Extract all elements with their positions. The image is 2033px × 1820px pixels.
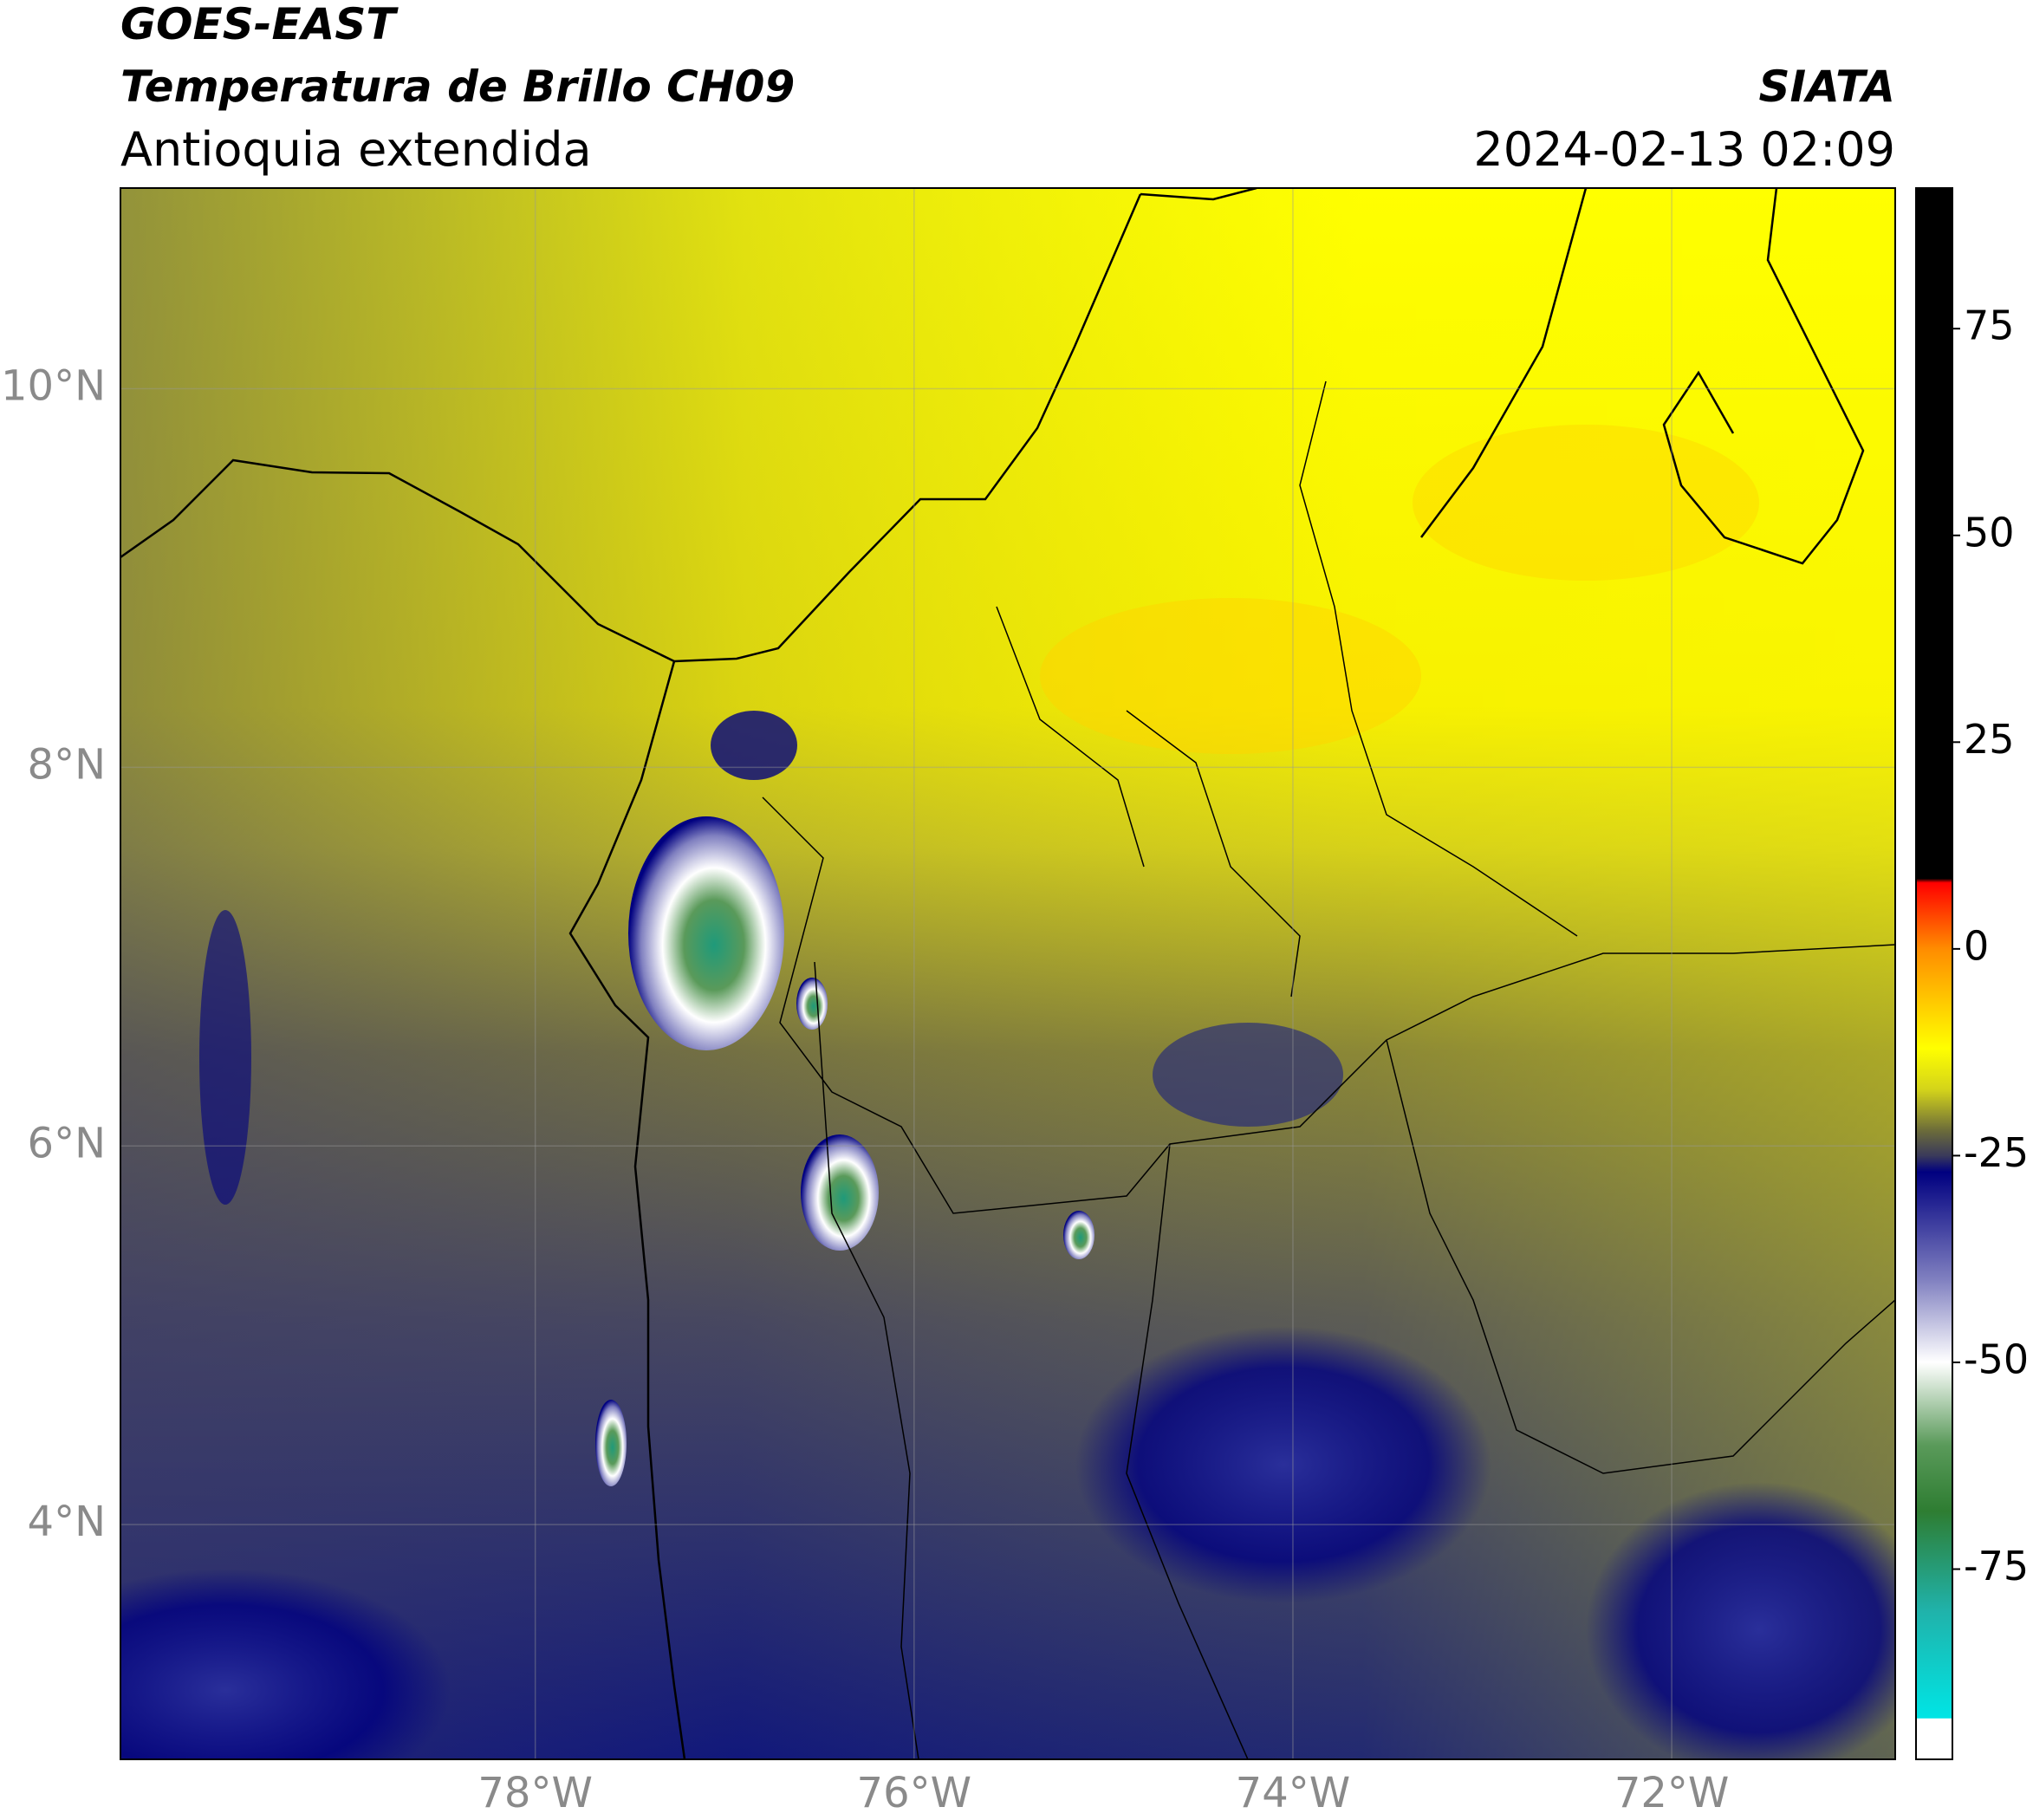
axes: 78°W 76°W 74°W 72°W 4°N 6°N 8°N 10°N [1, 362, 1729, 1817]
colorbar-tick-label: -50 [1964, 1336, 2029, 1382]
colorbar-tick-label: 75 [1964, 302, 2015, 349]
title: GOES-EAST [120, 0, 399, 49]
x-tick-label: 74°W [1236, 1769, 1351, 1817]
convective-storm [801, 1134, 879, 1251]
colorbar-tick-label: 25 [1964, 716, 2015, 763]
subtitle: Temperatura de Brillo CH09 [120, 62, 795, 112]
warm-area [1413, 425, 1759, 581]
convective-storm [628, 816, 784, 1050]
convective-storm [595, 1400, 627, 1486]
coastlines [120, 188, 1865, 1759]
x-tick-label: 76°W [857, 1769, 972, 1817]
cold-cloud-area [1586, 1482, 1895, 1759]
colorbar-tick-label: 50 [1964, 509, 2015, 556]
y-tick-label: 10°N [1, 362, 106, 411]
x-tick-label: 78°W [477, 1769, 593, 1817]
colorbar-tick-label: -25 [1964, 1129, 2029, 1176]
admin-borders [762, 380, 1895, 1759]
region: Antioquia extendida [120, 122, 592, 177]
x-tick-label: 72°W [1614, 1769, 1730, 1817]
y-tick-label: 4°N [28, 1498, 106, 1546]
colorbar-tick-label: 0 [1964, 922, 1989, 969]
cold-cloud-area [120, 1569, 451, 1759]
map-field [120, 188, 1895, 1759]
convective-storm [796, 978, 828, 1030]
map-frame [120, 187, 1896, 1760]
convective-storm [1063, 1211, 1094, 1259]
timestamp: 2024-02-13 02:09 [1473, 122, 1895, 177]
colorbar: 75 50 25 0 -25 -50 -75 [1915, 187, 2029, 1760]
colorbar-tick-label: -75 [1964, 1543, 2029, 1589]
temperature-field-shade [120, 188, 1895, 1759]
colorbar-scale [1915, 187, 1953, 1760]
warm-area [1040, 598, 1421, 754]
cold-cloud-area [1075, 1326, 1491, 1603]
cold-cloud-area [1153, 1023, 1343, 1127]
cold-cloud-area [199, 910, 251, 1205]
y-tick-label: 8°N [28, 740, 106, 789]
cold-cloud-area [711, 711, 797, 780]
source: SIATA [1759, 62, 1895, 112]
graticule [120, 188, 1895, 1759]
y-tick-label: 6°N [28, 1119, 106, 1167]
